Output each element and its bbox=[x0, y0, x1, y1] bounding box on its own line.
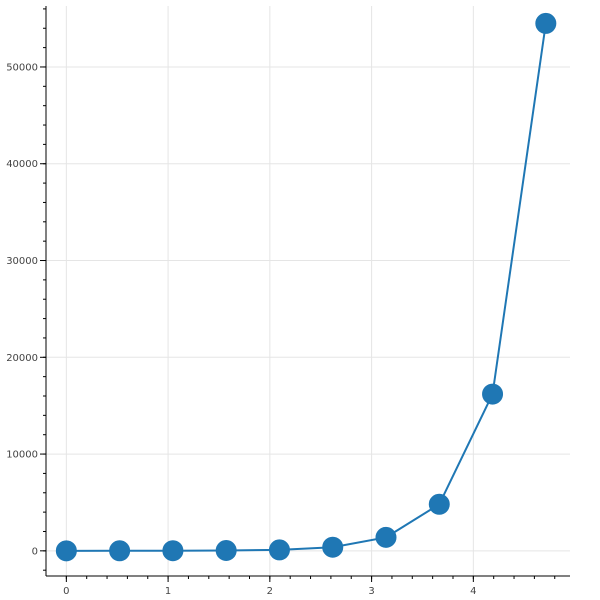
x-tick-label: 4 bbox=[470, 586, 476, 597]
axes: 0 10000 20000 30000 40000 50000 0 1 2 3 4 bbox=[6, 6, 570, 597]
y-tick-label: 40000 bbox=[6, 159, 38, 170]
series bbox=[55, 12, 557, 562]
data-point bbox=[322, 536, 344, 558]
data-point bbox=[482, 383, 504, 405]
data-point bbox=[109, 540, 131, 562]
x-tick-label: 1 bbox=[165, 586, 171, 597]
y-tick-label: 50000 bbox=[6, 62, 38, 73]
grid bbox=[46, 6, 570, 576]
x-tick-label: 2 bbox=[267, 586, 273, 597]
data-point bbox=[268, 539, 290, 561]
data-point bbox=[215, 540, 237, 562]
y-tick-label: 30000 bbox=[6, 256, 38, 267]
y-tick-label: 10000 bbox=[6, 450, 38, 461]
data-point bbox=[375, 526, 397, 548]
data-point bbox=[55, 540, 77, 562]
data-point bbox=[162, 540, 184, 562]
y-tick-label: 20000 bbox=[6, 353, 38, 364]
y-tick-label: 0 bbox=[32, 546, 38, 557]
data-point bbox=[428, 493, 450, 515]
series-line bbox=[66, 23, 547, 552]
x-tick-label: 3 bbox=[368, 586, 374, 597]
data-point bbox=[535, 12, 557, 34]
x-tick-label: 0 bbox=[63, 586, 69, 597]
